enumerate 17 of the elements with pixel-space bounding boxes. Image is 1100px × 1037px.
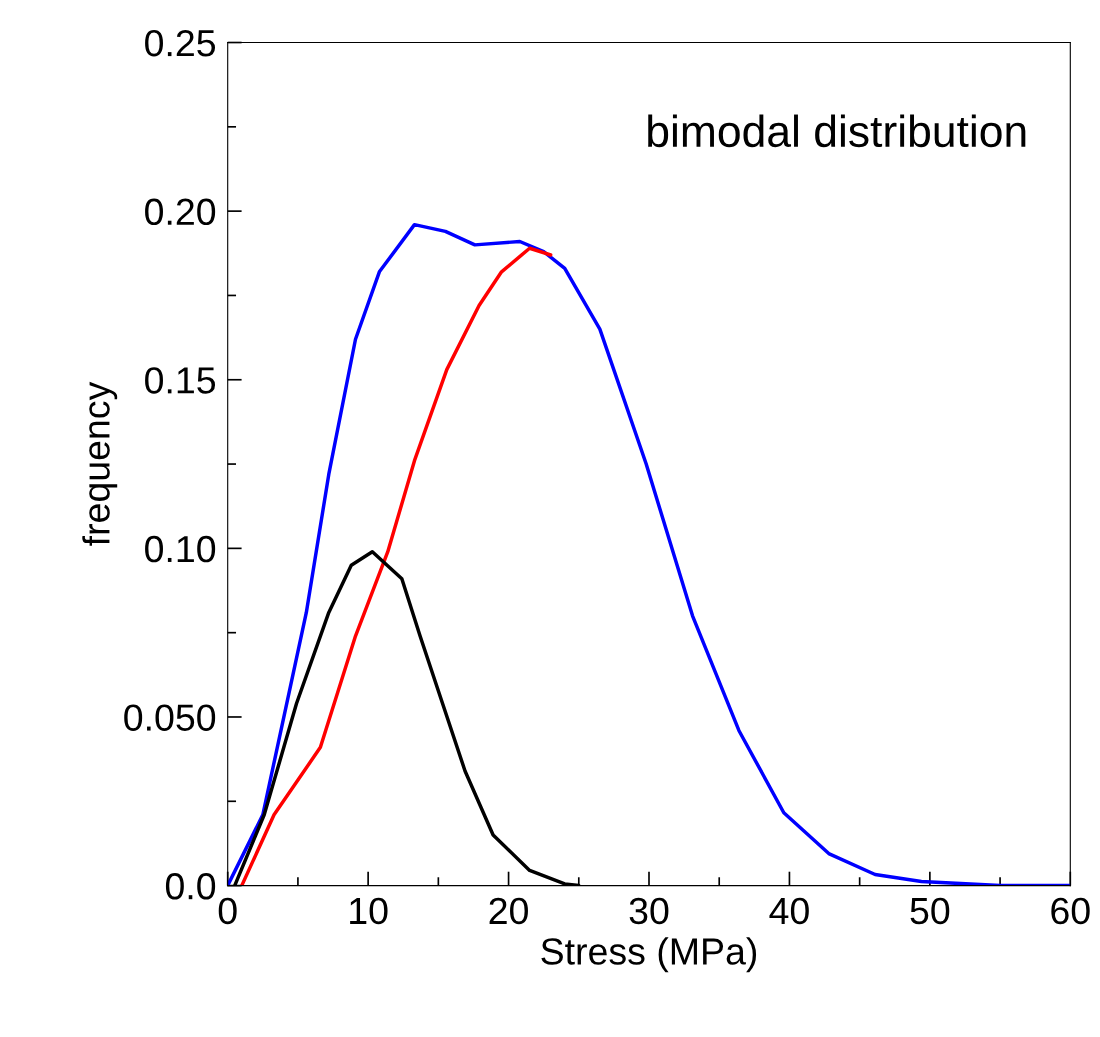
x-tick-label: 10: [350, 897, 388, 925]
y-axis-title: frequency: [82, 381, 118, 546]
y-tick-label: 0.050: [124, 704, 216, 731]
line-series: [240, 246, 553, 886]
y-tick-label: 0.15: [145, 367, 216, 394]
y-tick-label: 0.10: [145, 535, 216, 563]
x-axis-title: Stress (MPa): [541, 937, 757, 973]
annotation: bimodal distribution: [648, 114, 1026, 148]
y-tick-label: 0.25: [145, 29, 216, 57]
x-tick-label: 30: [629, 897, 669, 925]
x-tick-label: 50: [910, 897, 950, 925]
y-tick-label: 0.20: [145, 198, 216, 226]
y-tick-label: 0.0: [165, 873, 216, 900]
x-tick-label: 60: [1051, 897, 1090, 925]
x-tick-label: 0: [218, 897, 237, 925]
x-tick-label: 20: [489, 897, 528, 925]
x-tick-label: 40: [769, 897, 809, 925]
